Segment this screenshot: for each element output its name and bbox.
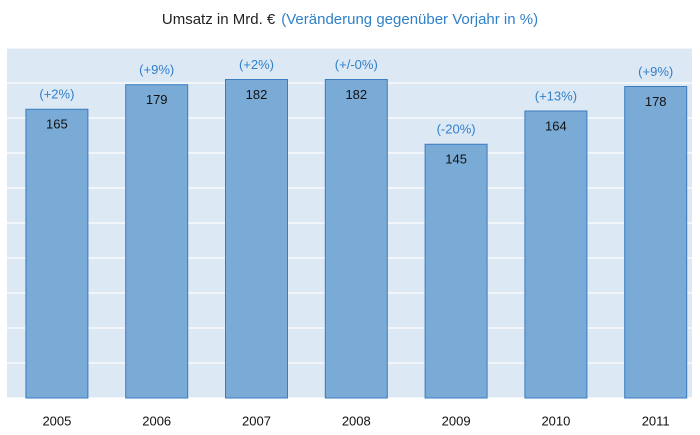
x-tick-label: 2009: [442, 413, 471, 428]
x-tick-label: 2011: [642, 413, 670, 428]
change-label: (+/-0%): [335, 57, 378, 72]
change-label: (+2%): [239, 57, 274, 72]
chart-title-line: Umsatz in Mrd. € (Veränderung gegenüber V…: [162, 11, 538, 28]
value-label: 182: [246, 87, 268, 102]
bar: [125, 84, 189, 399]
x-tick-label: 2008: [342, 413, 371, 428]
value-label: 178: [645, 94, 667, 109]
value-label: 165: [46, 117, 68, 132]
value-label: 145: [445, 152, 467, 167]
change-label: (+2%): [39, 87, 74, 102]
bar: [225, 79, 288, 399]
x-tick-label: 2007: [242, 413, 271, 428]
bar: [424, 143, 488, 399]
value-label: 164: [545, 118, 567, 133]
change-label: (+9%): [139, 62, 174, 77]
change-label: (-20%): [437, 122, 476, 137]
change-label: (+9%): [638, 64, 673, 79]
x-tick-label: 2005: [42, 413, 71, 428]
chart-subtitle: (Veränderung gegenüber Vorjahr in %): [281, 11, 538, 28]
bar: [324, 79, 388, 399]
change-label: (+13%): [535, 88, 577, 103]
value-label: 182: [345, 87, 367, 102]
bar: [624, 86, 688, 399]
bar: [25, 108, 89, 399]
bar: [524, 110, 588, 399]
chart-title: Umsatz in Mrd. €: [162, 11, 276, 28]
x-tick-label: 2010: [541, 413, 570, 428]
value-label: 179: [146, 92, 168, 107]
x-tick-label: 2006: [142, 413, 171, 428]
